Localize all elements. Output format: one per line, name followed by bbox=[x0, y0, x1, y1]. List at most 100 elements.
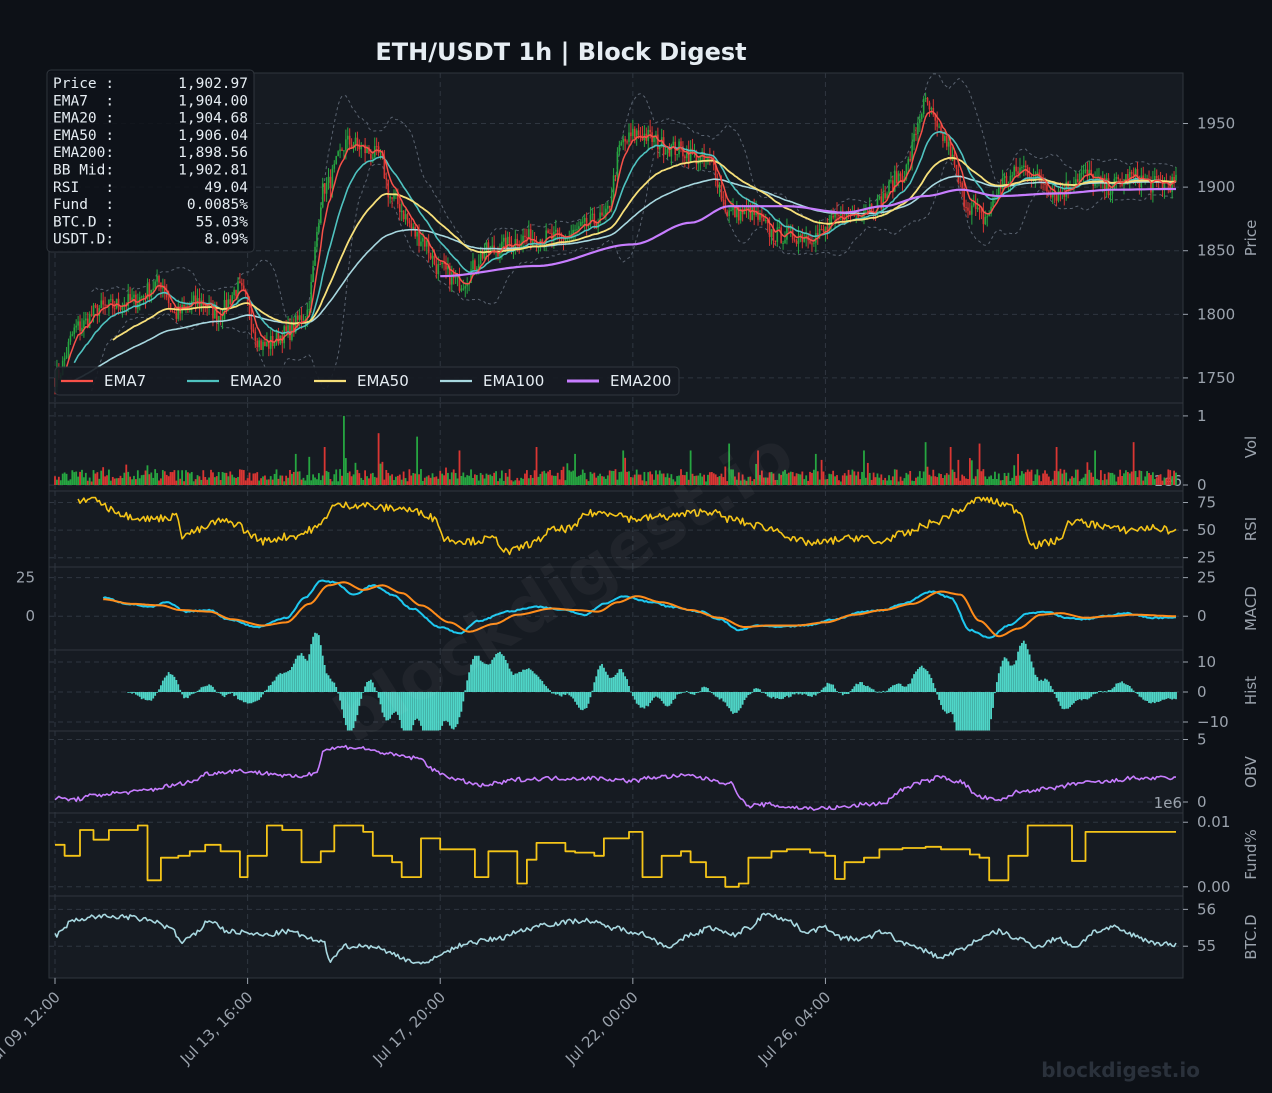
volume-bar bbox=[1024, 472, 1027, 485]
y-tick-label: 5 bbox=[1197, 731, 1207, 749]
hist-bar bbox=[1005, 658, 1008, 692]
volume-bar bbox=[739, 480, 742, 485]
volume-bar bbox=[789, 471, 792, 485]
hist-bar bbox=[499, 651, 501, 692]
info-label: Fund : bbox=[53, 197, 114, 213]
hist-bar bbox=[524, 669, 526, 692]
candle-body bbox=[416, 231, 418, 237]
volume-bar bbox=[1171, 476, 1174, 485]
candle-body bbox=[980, 209, 983, 213]
candle-body bbox=[287, 325, 289, 331]
candle-body bbox=[487, 242, 490, 253]
hist-bar bbox=[801, 692, 804, 695]
hist-bar bbox=[1063, 692, 1066, 710]
hist-bar bbox=[641, 692, 644, 708]
hist-bar bbox=[1069, 692, 1071, 708]
volume-bar bbox=[265, 479, 268, 485]
hist-bar bbox=[427, 692, 430, 744]
hist-bar bbox=[1080, 692, 1083, 701]
info-value: 1,906.04 bbox=[178, 128, 248, 144]
volume-bar bbox=[1038, 475, 1041, 485]
hist-bar bbox=[475, 655, 478, 692]
volume-bar bbox=[111, 476, 114, 485]
volume-bar bbox=[822, 471, 825, 485]
volume-bar bbox=[100, 470, 103, 485]
info-value: 1,902.81 bbox=[178, 163, 248, 179]
hist-bar bbox=[452, 692, 455, 730]
candle-body bbox=[325, 182, 328, 194]
candle-body bbox=[545, 230, 547, 243]
candle-body bbox=[264, 341, 266, 347]
volume-bar bbox=[369, 473, 372, 485]
legend-label-ema20: EMA20 bbox=[230, 372, 282, 390]
volume-bar bbox=[970, 460, 973, 485]
hist-bar bbox=[418, 692, 420, 721]
hist-bar bbox=[722, 692, 725, 702]
volume-bar bbox=[863, 450, 865, 485]
hist-bar bbox=[150, 692, 153, 701]
volume-bar bbox=[177, 470, 180, 485]
hist-bar bbox=[264, 690, 266, 692]
volume-bar bbox=[527, 478, 530, 485]
candle-body bbox=[1105, 178, 1108, 191]
candle-body bbox=[502, 237, 505, 242]
volume-bar bbox=[1011, 477, 1014, 485]
volume-bar bbox=[244, 480, 247, 485]
volume-bar bbox=[811, 472, 813, 485]
volume-bar bbox=[554, 475, 557, 485]
hist-bar bbox=[551, 692, 553, 694]
volume-bar bbox=[454, 472, 457, 485]
hist-bar bbox=[306, 660, 309, 692]
volume-bar bbox=[441, 473, 444, 485]
volume-bar bbox=[972, 478, 975, 485]
candle-body bbox=[585, 217, 588, 227]
volume-bar bbox=[416, 436, 419, 485]
volume-bar bbox=[175, 480, 178, 485]
hist-bar bbox=[1007, 661, 1010, 692]
volume-bar bbox=[310, 480, 313, 485]
candle-body bbox=[749, 207, 752, 220]
hist-bar bbox=[185, 692, 187, 698]
candle-body bbox=[1073, 185, 1075, 189]
volume-bar bbox=[593, 472, 596, 485]
volume-bar bbox=[959, 480, 962, 485]
candle-body bbox=[601, 212, 603, 216]
volume-bar bbox=[664, 477, 667, 485]
hist-bar bbox=[1138, 692, 1141, 697]
hist-bar bbox=[516, 673, 519, 692]
candle-body bbox=[684, 156, 686, 159]
hist-bar bbox=[140, 692, 143, 700]
candle-body bbox=[965, 207, 967, 209]
candle-body bbox=[940, 126, 942, 133]
candle-body bbox=[757, 210, 759, 220]
volume-bar bbox=[606, 475, 609, 485]
candle-body bbox=[516, 238, 519, 246]
volume-bar bbox=[260, 478, 262, 485]
hist-bar bbox=[391, 692, 393, 715]
hist-bar bbox=[421, 692, 424, 733]
volume-bar bbox=[905, 472, 908, 485]
volume-bar bbox=[735, 479, 738, 485]
hist-bar bbox=[329, 678, 332, 692]
hist-bar bbox=[506, 663, 509, 692]
volume-bar bbox=[932, 469, 935, 485]
volume-bar bbox=[918, 471, 921, 485]
volume-bar bbox=[947, 474, 950, 485]
volume-bar bbox=[915, 477, 917, 485]
hist-bar bbox=[705, 687, 707, 692]
volume-bar bbox=[185, 470, 187, 485]
candle-body bbox=[320, 207, 322, 223]
candle-body bbox=[256, 340, 259, 348]
volume-bar bbox=[841, 475, 844, 485]
hist-bar bbox=[1030, 661, 1033, 692]
volume-bar bbox=[491, 476, 494, 485]
candle-body bbox=[1152, 180, 1154, 193]
hist-bar bbox=[1032, 667, 1035, 692]
hist-bar bbox=[680, 692, 682, 694]
volume-bar bbox=[167, 476, 170, 485]
volume-bar bbox=[235, 477, 237, 485]
candle-body bbox=[736, 205, 738, 218]
hist-bar bbox=[294, 658, 297, 692]
volume-bar bbox=[371, 472, 374, 485]
